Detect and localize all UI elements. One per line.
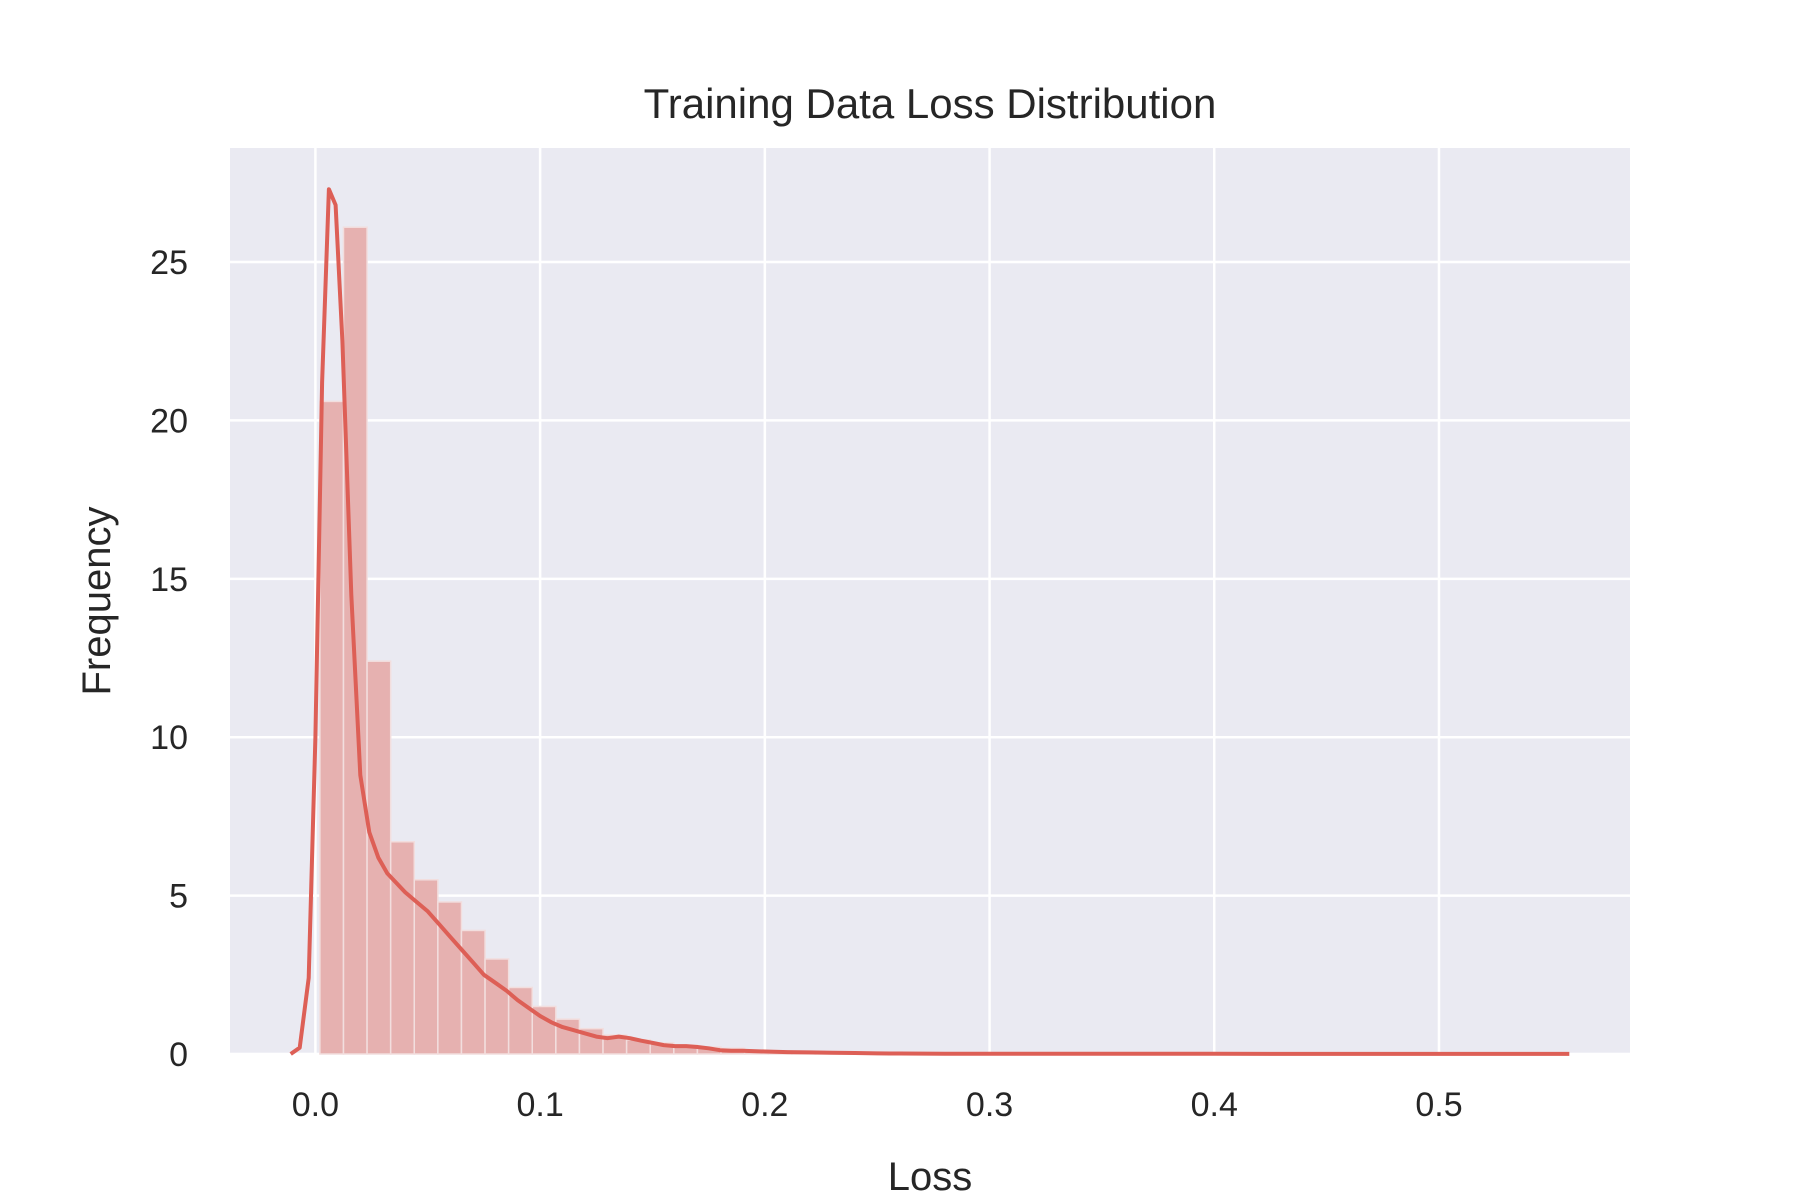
kde-line [289, 187, 1570, 1056]
y-tick-label: 0 [169, 1036, 188, 1074]
y-tick-label: 25 [150, 244, 188, 282]
histogram-bar [460, 929, 486, 1055]
chart-title: Training Data Loss Distribution [644, 80, 1217, 127]
grid-lines [230, 148, 1630, 1056]
histogram-bar [484, 958, 510, 1055]
x-axis-ticks: 0.0 0.1 0.2 0.3 0.4 0.5 [292, 1086, 1463, 1124]
y-tick-label: 15 [150, 561, 188, 599]
x-tick-label: 0.3 [966, 1086, 1013, 1124]
histogram-bar [389, 841, 416, 1055]
histogram-bar [413, 879, 439, 1055]
x-tick-label: 0.4 [1191, 1086, 1238, 1124]
plot-background [230, 148, 1630, 1054]
x-tick-label: 0.1 [516, 1086, 563, 1124]
kde-curve [289, 187, 1570, 1056]
x-tick-label: 0.0 [292, 1086, 339, 1124]
y-tick-label: 20 [150, 402, 188, 440]
x-tick-label: 0.2 [741, 1086, 788, 1124]
histogram-bar [319, 400, 345, 1055]
y-axis-ticks: 0 5 10 15 20 25 [150, 244, 188, 1074]
x-axis-label: Loss [888, 1155, 973, 1199]
y-tick-label: 10 [150, 719, 188, 757]
y-tick-label: 5 [169, 878, 188, 916]
y-axis-label: Frequency [75, 507, 119, 696]
x-tick-label: 0.5 [1415, 1086, 1462, 1124]
